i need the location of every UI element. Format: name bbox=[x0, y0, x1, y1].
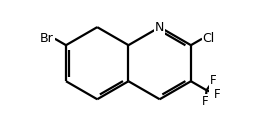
Text: F: F bbox=[210, 74, 216, 87]
Text: F: F bbox=[202, 95, 209, 108]
Text: N: N bbox=[155, 21, 164, 34]
Text: F: F bbox=[214, 88, 221, 101]
Text: Cl: Cl bbox=[203, 32, 215, 45]
Text: Br: Br bbox=[40, 32, 54, 45]
